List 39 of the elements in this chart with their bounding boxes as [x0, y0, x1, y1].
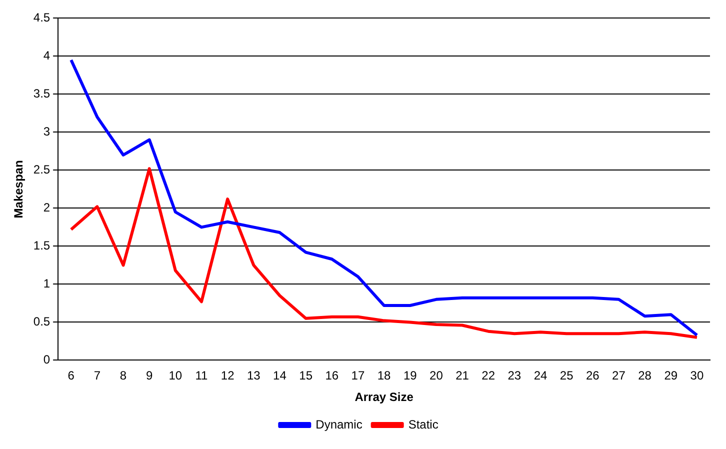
x-tick-label: 20	[430, 368, 444, 383]
x-tick-label: 30	[690, 368, 704, 383]
x-axis-title: Array Size	[354, 390, 414, 404]
y-tick-label: 3.5	[33, 86, 50, 101]
x-tick-label: 27	[612, 368, 626, 383]
x-tick-label: 21	[456, 368, 470, 383]
y-tick-label: 0	[43, 352, 50, 367]
x-tick-label: 8	[120, 368, 127, 383]
y-tick-label: 3	[43, 124, 50, 139]
y-tick-label: 2	[43, 200, 50, 215]
x-tick-label: 10	[168, 368, 182, 383]
x-tick-label: 26	[586, 368, 600, 383]
x-tick-label: 22	[482, 368, 496, 383]
x-tick-label: 15	[299, 368, 313, 383]
x-tick-label: 14	[273, 368, 287, 383]
y-tick-label: 4	[43, 48, 50, 63]
y-tick-label: 2.5	[33, 162, 50, 177]
x-tick-label: 6	[68, 368, 75, 383]
x-tick-label: 28	[638, 368, 652, 383]
x-tick-label: 25	[560, 368, 574, 383]
x-tick-label: 17	[351, 368, 365, 383]
y-axis-title: Makespan	[12, 160, 26, 218]
x-tick-label: 13	[246, 368, 261, 383]
x-tick-label: 29	[664, 368, 678, 383]
x-tick-label: 24	[534, 368, 548, 383]
y-tick-label: 0.5	[33, 314, 50, 329]
x-tick-label: 19	[403, 368, 418, 383]
x-tick-label: 23	[508, 368, 522, 383]
y-tick-label: 1.5	[33, 238, 50, 253]
x-tick-label: 11	[195, 368, 208, 383]
y-tick-label: 1	[43, 276, 50, 291]
legend-label: Static	[408, 417, 438, 432]
x-tick-label: 9	[146, 368, 154, 383]
legend-label: Dynamic	[316, 417, 362, 432]
x-tick-label: 7	[94, 368, 101, 383]
x-tick-label: 12	[220, 368, 235, 383]
y-tick-label: 4.5	[33, 10, 50, 25]
x-tick-label: 16	[325, 368, 339, 383]
x-tick-label: 18	[377, 368, 392, 383]
